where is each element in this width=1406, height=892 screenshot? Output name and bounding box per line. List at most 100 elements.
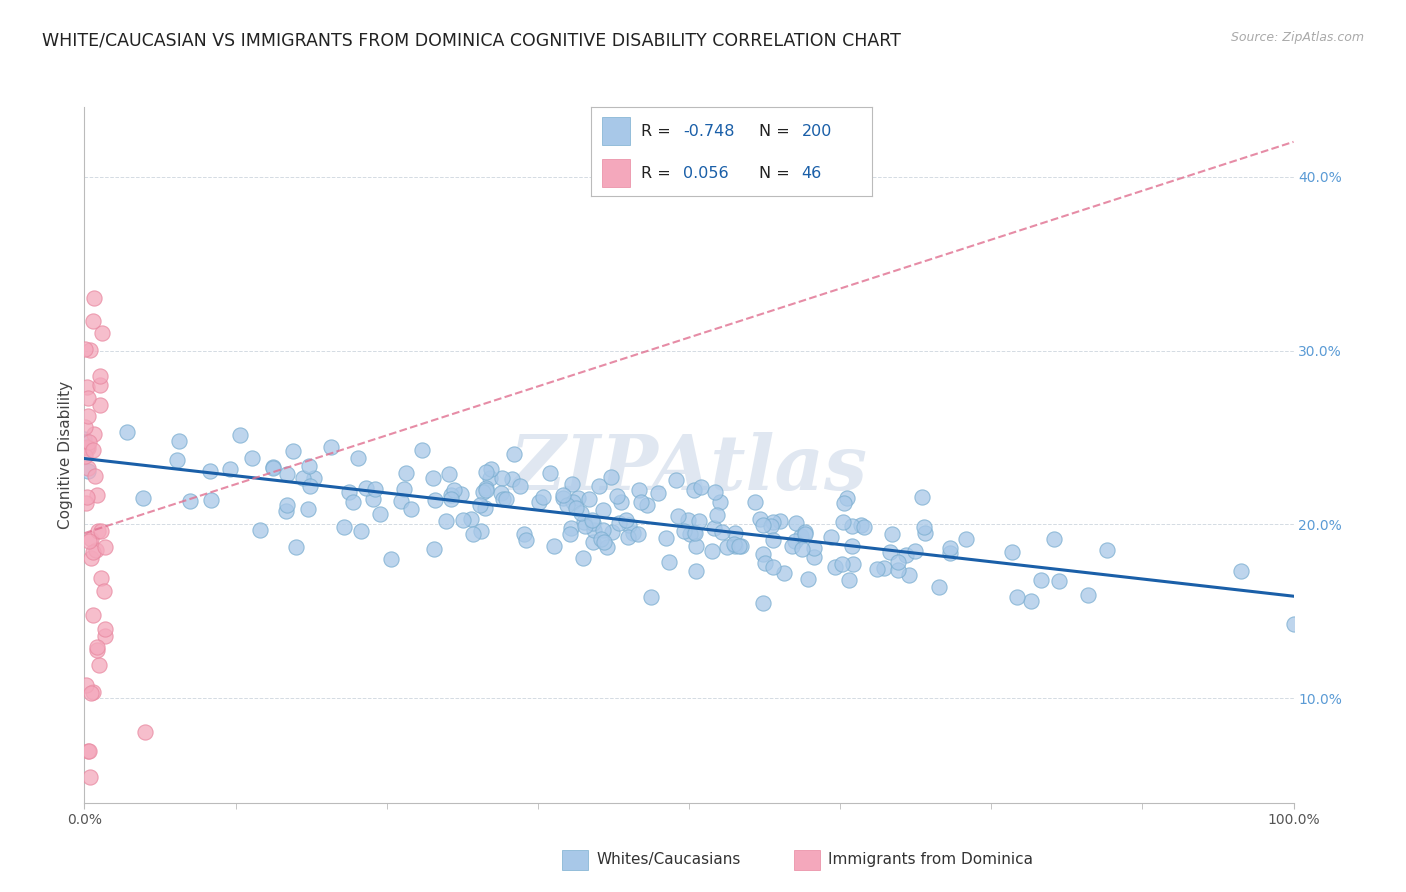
Point [803, 541, 825, 555]
Point [134, 724, 156, 739]
Point [793, 526, 815, 541]
Point [647, 485, 669, 500]
Point [292, 471, 315, 485]
Point [298, 478, 321, 492]
Point [565, 501, 588, 516]
Point [468, 498, 491, 512]
Point [76, 409, 98, 424]
Point [219, 462, 242, 476]
FancyBboxPatch shape [602, 117, 630, 145]
Point [866, 562, 889, 576]
Point [904, 544, 927, 558]
Point [451, 513, 474, 527]
Point [370, 508, 392, 522]
Point [495, 491, 517, 506]
Point [86, 640, 108, 655]
Point [84, 543, 107, 558]
Point [582, 535, 605, 549]
Point [572, 515, 595, 529]
Point [928, 580, 950, 594]
Point [89, 398, 111, 412]
Point [89, 378, 111, 392]
Point [249, 523, 271, 537]
Point [728, 539, 751, 553]
Point [762, 515, 785, 529]
Point [513, 526, 536, 541]
Point [820, 530, 842, 544]
Point [673, 524, 696, 538]
Point [79, 770, 101, 784]
Point [1230, 564, 1253, 578]
Point [461, 527, 484, 541]
Point [704, 485, 727, 500]
Point [783, 534, 806, 549]
Point [179, 494, 201, 508]
Point [509, 479, 531, 493]
Point [79, 343, 101, 358]
Point [281, 444, 304, 458]
Point [94, 622, 117, 636]
Point [851, 517, 873, 532]
Point [1043, 533, 1066, 547]
Point [132, 491, 155, 505]
Point [553, 491, 575, 505]
Point [166, 453, 188, 467]
Point [93, 583, 115, 598]
Point [803, 549, 825, 564]
Point [515, 533, 537, 547]
Point [450, 487, 472, 501]
Point [475, 465, 498, 479]
Point [80, 533, 103, 547]
Point [627, 483, 650, 498]
Point [115, 425, 138, 439]
Point [392, 483, 415, 497]
Point [853, 520, 876, 534]
Point [471, 484, 494, 499]
Point [77, 392, 100, 406]
Point [606, 488, 628, 502]
Point [685, 539, 707, 553]
Point [841, 519, 863, 533]
Point [346, 450, 368, 465]
Point [896, 549, 918, 563]
Point [841, 540, 863, 554]
Point [1029, 573, 1052, 587]
Point [582, 516, 605, 530]
Point [76, 490, 98, 504]
Point [399, 501, 422, 516]
Point [350, 524, 373, 538]
Point [561, 477, 583, 491]
Point [600, 470, 623, 484]
Point [683, 526, 706, 541]
Point [627, 526, 650, 541]
Point [1019, 593, 1042, 607]
Point [688, 514, 710, 528]
Point [478, 471, 501, 485]
Point [90, 571, 112, 585]
Point [82, 443, 104, 458]
Point [837, 491, 859, 505]
Point [460, 512, 482, 526]
Point [589, 532, 612, 546]
Point [768, 514, 790, 528]
Point [529, 495, 551, 509]
Point [354, 481, 377, 495]
Point [77, 534, 100, 549]
Point [167, 434, 190, 449]
Point [440, 492, 463, 507]
Point [723, 537, 745, 551]
Point [75, 678, 97, 692]
Point [302, 471, 325, 485]
Point [630, 495, 652, 509]
Point [880, 527, 903, 541]
Point [762, 533, 785, 548]
Y-axis label: Cognitive Disability: Cognitive Disability [58, 381, 73, 529]
Point [609, 516, 631, 530]
Point [82, 685, 104, 699]
Text: 0.056: 0.056 [683, 166, 728, 180]
Point [73, 450, 96, 464]
Point [1047, 574, 1070, 589]
Point [842, 557, 865, 571]
Point [342, 495, 364, 509]
Point [569, 506, 592, 520]
